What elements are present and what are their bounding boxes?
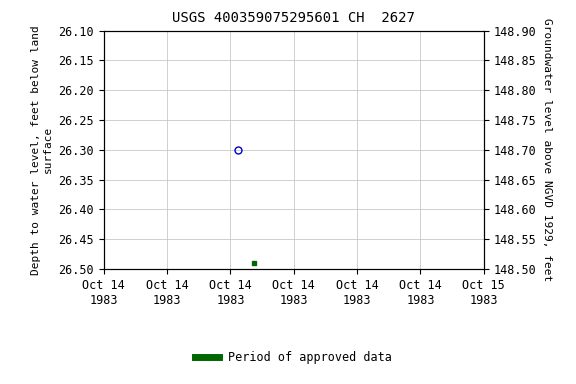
Title: USGS 400359075295601 CH  2627: USGS 400359075295601 CH 2627 xyxy=(172,12,415,25)
Y-axis label: Depth to water level, feet below land
surface: Depth to water level, feet below land su… xyxy=(31,25,53,275)
Y-axis label: Groundwater level above NGVD 1929, feet: Groundwater level above NGVD 1929, feet xyxy=(542,18,552,281)
Legend: Period of approved data: Period of approved data xyxy=(191,346,397,369)
